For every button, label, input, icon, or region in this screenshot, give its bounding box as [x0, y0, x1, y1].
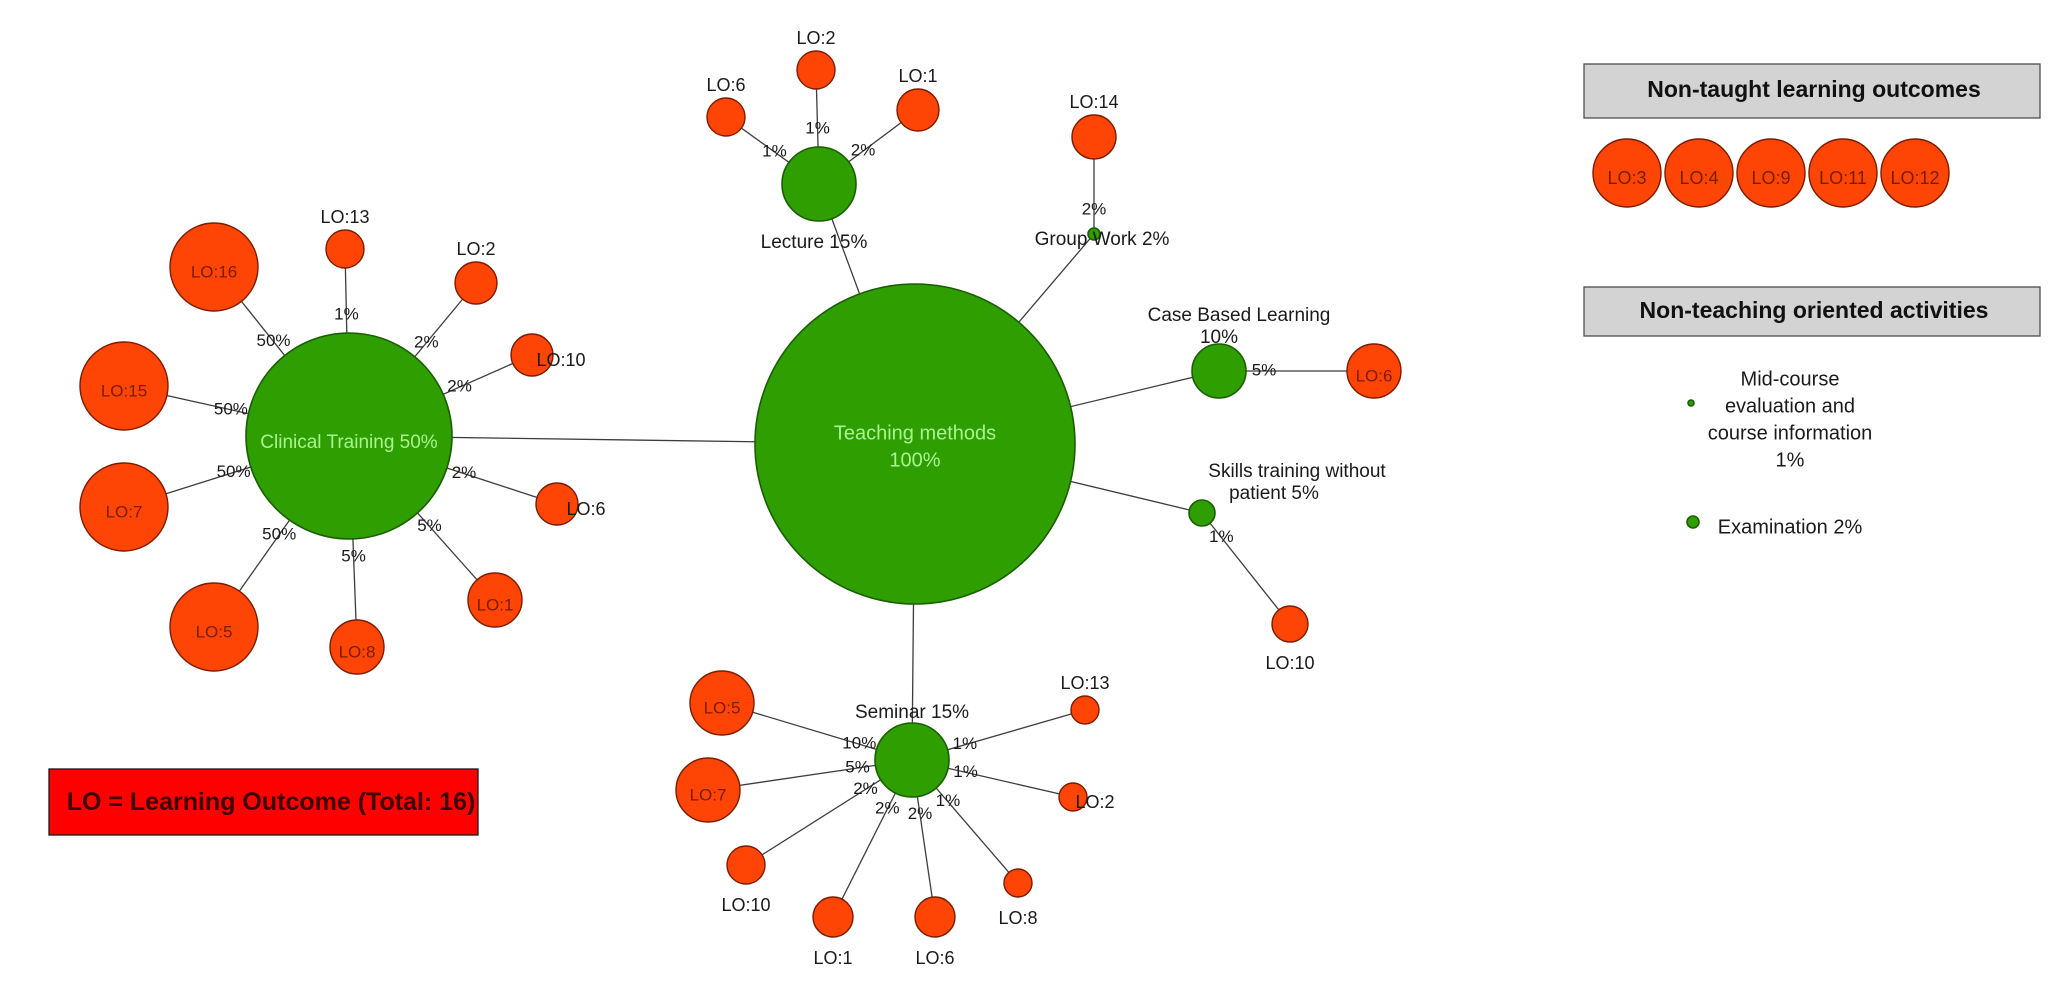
svg-text:LO:13: LO:13	[1060, 673, 1109, 693]
svg-text:LO:2: LO:2	[456, 239, 495, 259]
svg-text:LO:4: LO:4	[1679, 168, 1718, 188]
svg-text:1%: 1%	[805, 118, 830, 137]
svg-text:100%: 100%	[889, 449, 940, 471]
svg-text:LO:11: LO:11	[1819, 168, 1867, 188]
svg-text:LO:9: LO:9	[1751, 168, 1790, 188]
svg-text:Skills training without: Skills training without	[1208, 461, 1386, 482]
svg-text:2%: 2%	[447, 376, 472, 395]
svg-text:LO:12: LO:12	[1890, 168, 1939, 188]
svg-text:Seminar 15%: Seminar 15%	[855, 702, 969, 723]
svg-text:LO:6: LO:6	[706, 75, 745, 95]
svg-text:LO:6: LO:6	[1356, 366, 1393, 385]
svg-text:2%: 2%	[851, 141, 876, 160]
svg-text:LO:2: LO:2	[1075, 792, 1114, 812]
svg-text:course information: course information	[1708, 422, 1873, 444]
svg-text:LO:7: LO:7	[690, 785, 727, 804]
svg-text:LO:10: LO:10	[1265, 653, 1314, 673]
svg-text:1%: 1%	[762, 141, 787, 160]
svg-text:2%: 2%	[452, 463, 477, 482]
svg-text:LO:1: LO:1	[477, 595, 514, 614]
svg-text:5%: 5%	[417, 516, 442, 535]
svg-text:1%: 1%	[1776, 449, 1805, 471]
svg-text:10%: 10%	[842, 734, 876, 753]
svg-text:5%: 5%	[1252, 360, 1277, 379]
svg-text:Group Work 2%: Group Work 2%	[1035, 229, 1170, 250]
svg-text:LO:2: LO:2	[796, 28, 835, 48]
svg-text:1%: 1%	[1209, 527, 1234, 546]
svg-text:10%: 10%	[1200, 327, 1238, 348]
svg-text:Mid-course: Mid-course	[1741, 368, 1840, 390]
svg-text:1%: 1%	[953, 762, 978, 781]
svg-text:Non-teaching oriented activiti: Non-teaching oriented activities	[1640, 297, 1989, 323]
svg-text:LO:15: LO:15	[101, 381, 147, 400]
svg-text:Teaching methods: Teaching methods	[834, 422, 996, 444]
svg-text:LO:10: LO:10	[536, 350, 585, 370]
svg-text:Clinical Training 50%: Clinical Training 50%	[260, 432, 438, 453]
svg-text:1%: 1%	[936, 791, 961, 810]
svg-text:LO:7: LO:7	[106, 502, 143, 521]
svg-text:2%: 2%	[1082, 199, 1107, 218]
svg-text:50%: 50%	[214, 399, 248, 418]
svg-text:LO:13: LO:13	[320, 207, 369, 227]
svg-text:LO = Learning Outcome (Total:: LO = Learning Outcome (Total: 16)	[67, 788, 476, 816]
svg-text:5%: 5%	[341, 546, 366, 565]
svg-text:LO:10: LO:10	[721, 895, 770, 915]
svg-text:evaluation and: evaluation and	[1725, 395, 1855, 417]
svg-text:LO:8: LO:8	[998, 908, 1037, 928]
svg-text:Non-taught learning outcomes: Non-taught learning outcomes	[1647, 76, 1981, 102]
svg-text:Case Based Learning: Case Based Learning	[1148, 305, 1331, 326]
svg-text:5%: 5%	[845, 757, 870, 776]
svg-text:2%: 2%	[853, 779, 878, 798]
svg-text:LO:1: LO:1	[813, 948, 852, 968]
svg-text:LO:6: LO:6	[915, 948, 954, 968]
svg-text:50%: 50%	[256, 331, 290, 350]
svg-text:1%: 1%	[334, 304, 359, 323]
svg-text:50%: 50%	[262, 524, 296, 543]
svg-text:Examination 2%: Examination 2%	[1718, 516, 1863, 538]
svg-text:patient 5%: patient 5%	[1229, 483, 1319, 504]
svg-text:2%: 2%	[414, 332, 439, 351]
svg-text:LO:16: LO:16	[191, 262, 237, 281]
svg-text:LO:5: LO:5	[704, 698, 741, 717]
svg-text:2%: 2%	[875, 799, 900, 818]
svg-text:LO:1: LO:1	[898, 66, 937, 86]
svg-text:2%: 2%	[908, 804, 933, 823]
svg-text:LO:8: LO:8	[339, 642, 376, 661]
svg-text:LO:6: LO:6	[566, 499, 605, 519]
svg-text:LO:3: LO:3	[1607, 168, 1646, 188]
svg-text:1%: 1%	[953, 734, 978, 753]
svg-text:LO:14: LO:14	[1069, 92, 1118, 112]
svg-text:50%: 50%	[217, 462, 251, 481]
svg-text:LO:5: LO:5	[196, 622, 233, 641]
svg-text:Lecture 15%: Lecture 15%	[761, 232, 868, 253]
